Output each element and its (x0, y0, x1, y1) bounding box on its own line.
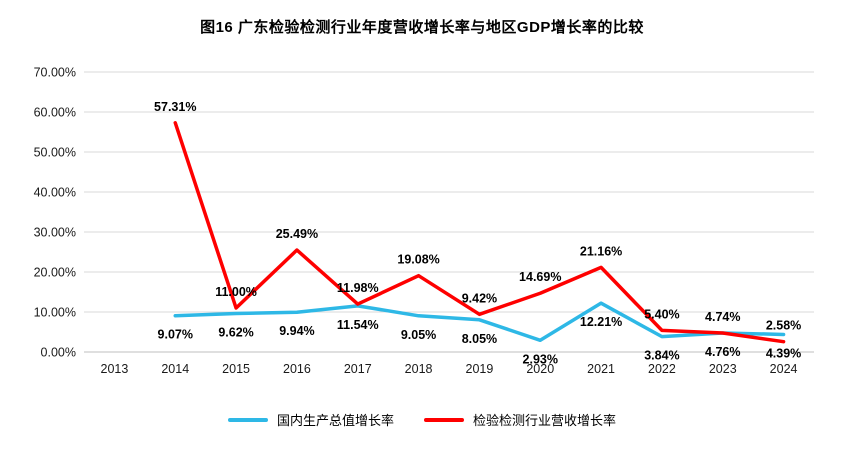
y-tick-label: 50.00% (34, 146, 76, 160)
x-tick-label: 2023 (709, 362, 737, 376)
data-label: 11.00% (215, 285, 257, 299)
data-label: 11.98% (337, 281, 379, 295)
data-label: 5.40% (644, 307, 679, 321)
x-tick-label: 2019 (466, 362, 494, 376)
data-label: 9.07% (158, 328, 193, 342)
legend-swatch-1 (424, 417, 464, 422)
y-tick-label: 70.00% (34, 66, 76, 80)
x-tick-label: 2020 (526, 362, 554, 376)
data-label: 4.74% (705, 310, 740, 324)
data-label: 2.93% (523, 352, 558, 366)
legend: 国内生产总值增长率 检验检测行业营收增长率 (0, 410, 844, 429)
data-label: 21.16% (580, 244, 622, 258)
x-tick-label: 2024 (770, 362, 798, 376)
data-label: 4.76% (705, 345, 740, 359)
legend-label-1: 检验检测行业营收增长率 (473, 413, 617, 428)
legend-label-0: 国内生产总值增长率 (276, 413, 394, 428)
legend-item-0: 国内生产总值增长率 (227, 410, 394, 429)
data-label: 9.62% (218, 326, 253, 340)
x-tick-label: 2017 (344, 362, 372, 376)
data-label: 14.69% (519, 270, 561, 284)
data-label: 8.05% (462, 332, 497, 346)
data-label: 25.49% (276, 227, 318, 241)
x-tick-label: 2016 (283, 362, 311, 376)
data-label: 3.84% (644, 349, 679, 363)
data-label: 9.42% (462, 291, 497, 305)
series-line-1 (173, 121, 786, 344)
legend-swatch-0 (227, 417, 268, 422)
x-tick-label: 2015 (222, 362, 250, 376)
y-tick-label: 30.00% (34, 226, 76, 240)
data-label: 19.08% (397, 253, 439, 267)
data-label: 2.58% (766, 319, 801, 333)
y-tick-label: 40.00% (34, 186, 76, 200)
series-line-0 (173, 301, 786, 343)
y-tick-label: 10.00% (34, 306, 76, 320)
y-tick-label: 0.00% (41, 346, 76, 360)
x-tick-label: 2021 (587, 362, 615, 376)
data-label: 9.94% (279, 324, 314, 338)
chart-title: 图16 广东检验检测行业年度营收增长率与地区GDP增长率的比较 (200, 19, 644, 36)
x-tick-label: 2013 (101, 362, 129, 376)
x-tick-label: 2018 (405, 362, 433, 376)
data-label: 57.31% (154, 100, 196, 114)
y-tick-label: 60.00% (34, 106, 76, 120)
y-tick-label: 20.00% (34, 266, 76, 280)
data-label: 12.21% (580, 315, 622, 329)
data-label: 4.39% (766, 346, 801, 360)
data-label: 9.05% (401, 328, 436, 342)
data-label: 11.54% (337, 318, 379, 332)
legend-item-1: 检验检测行业营收增长率 (424, 410, 616, 429)
x-tick-label: 2022 (648, 362, 676, 376)
x-tick-label: 2014 (161, 362, 189, 376)
